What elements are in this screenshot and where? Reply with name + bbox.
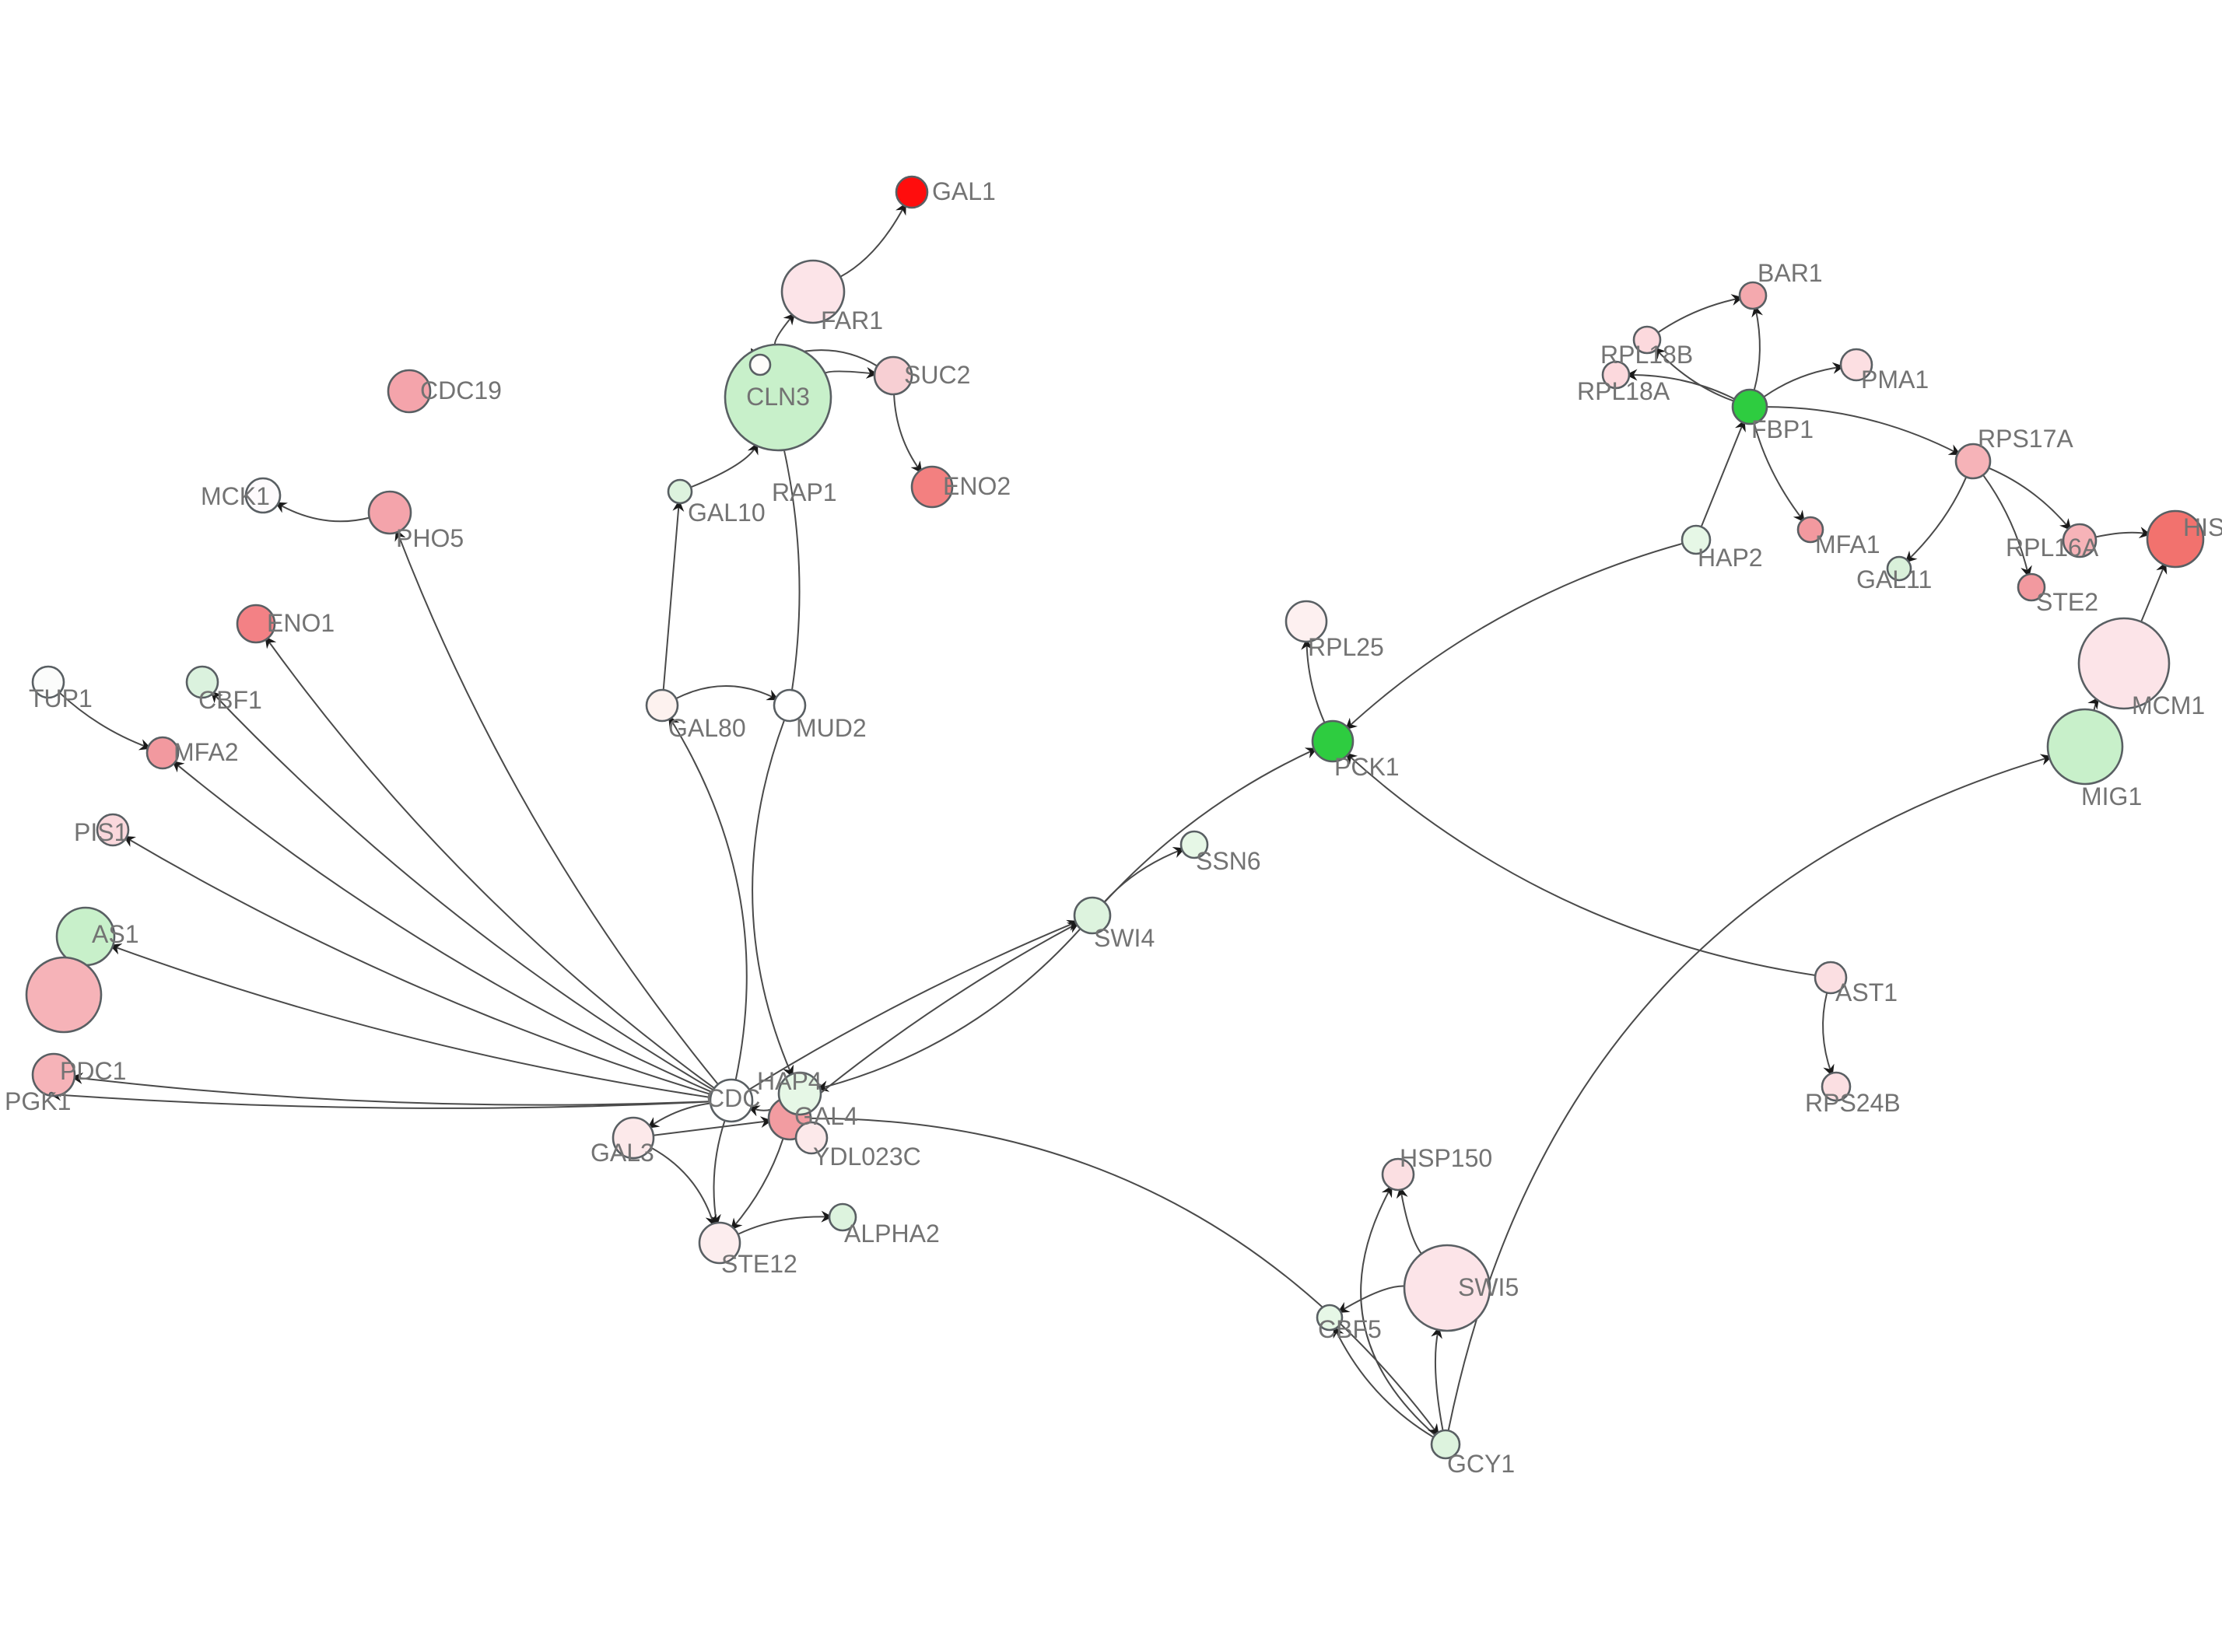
svg-text:MFA2: MFA2 bbox=[173, 738, 239, 766]
svg-text:HSP150: HSP150 bbox=[1400, 1144, 1492, 1172]
svg-text:MFA1: MFA1 bbox=[1815, 530, 1880, 558]
svg-text:SWI5: SWI5 bbox=[1458, 1273, 1519, 1301]
svg-text:YDL023C: YDL023C bbox=[813, 1143, 921, 1171]
svg-text:RPS17A: RPS17A bbox=[1978, 425, 2073, 453]
svg-text:ENO2: ENO2 bbox=[943, 472, 1011, 500]
svg-text:PCK1: PCK1 bbox=[1334, 753, 1400, 781]
svg-text:HAP4: HAP4 bbox=[757, 1067, 822, 1095]
svg-text:HIS4: HIS4 bbox=[2183, 513, 2222, 541]
svg-text:MIG1: MIG1 bbox=[2081, 782, 2142, 810]
svg-text:MUD2: MUD2 bbox=[796, 714, 867, 742]
svg-text:ALPHA2: ALPHA2 bbox=[844, 1220, 940, 1248]
svg-text:GAL11: GAL11 bbox=[1856, 565, 1932, 593]
svg-text:RPS24B: RPS24B bbox=[1805, 1089, 1901, 1117]
svg-text:HAP2: HAP2 bbox=[1698, 544, 1763, 572]
svg-text:PIS1: PIS1 bbox=[74, 818, 128, 846]
svg-text:RPL16A: RPL16A bbox=[2006, 534, 2099, 562]
svg-text:MCM1: MCM1 bbox=[2132, 691, 2205, 719]
svg-text:MCK1: MCK1 bbox=[201, 482, 270, 510]
svg-text:GAL1: GAL1 bbox=[932, 177, 996, 205]
svg-text:GCY1: GCY1 bbox=[1447, 1450, 1515, 1478]
svg-text:GAL3: GAL3 bbox=[591, 1139, 654, 1167]
svg-text:GAL10: GAL10 bbox=[688, 499, 766, 527]
svg-text:BAR1: BAR1 bbox=[1758, 259, 1823, 287]
svg-text:SUC2: SUC2 bbox=[904, 361, 970, 389]
svg-text:SWI4: SWI4 bbox=[1094, 924, 1155, 952]
svg-text:CBF5: CBF5 bbox=[1318, 1315, 1382, 1343]
svg-text:FBP1: FBP1 bbox=[1751, 415, 1814, 443]
svg-text:AST1: AST1 bbox=[1835, 978, 1898, 1006]
svg-text:RPL25: RPL25 bbox=[1308, 633, 1384, 661]
svg-text:CDC: CDC bbox=[706, 1084, 760, 1112]
svg-text:CBF1: CBF1 bbox=[198, 686, 262, 714]
svg-text:STE12: STE12 bbox=[721, 1250, 797, 1278]
svg-text:RAP1: RAP1 bbox=[772, 478, 837, 506]
svg-text:CDC19: CDC19 bbox=[420, 376, 502, 404]
svg-text:PGK1: PGK1 bbox=[5, 1087, 71, 1115]
svg-text:RPL18A: RPL18A bbox=[1577, 377, 1670, 405]
svg-text:TUP1: TUP1 bbox=[29, 684, 93, 712]
svg-text:PHO5: PHO5 bbox=[396, 524, 464, 552]
svg-text:RPL18B: RPL18B bbox=[1600, 341, 1693, 369]
svg-text:PMA1: PMA1 bbox=[1861, 366, 1929, 394]
svg-text:GAL80: GAL80 bbox=[668, 714, 746, 742]
svg-text:FAR1: FAR1 bbox=[821, 306, 883, 334]
svg-text:PDC1: PDC1 bbox=[60, 1057, 126, 1085]
svg-text:SSN6: SSN6 bbox=[1196, 847, 1261, 875]
svg-text:AS1: AS1 bbox=[92, 920, 138, 948]
svg-text:CLN3: CLN3 bbox=[746, 383, 810, 411]
svg-text:STE2: STE2 bbox=[2036, 588, 2098, 616]
svg-text:GAL4: GAL4 bbox=[794, 1102, 858, 1130]
svg-text:ENO1: ENO1 bbox=[267, 609, 335, 637]
